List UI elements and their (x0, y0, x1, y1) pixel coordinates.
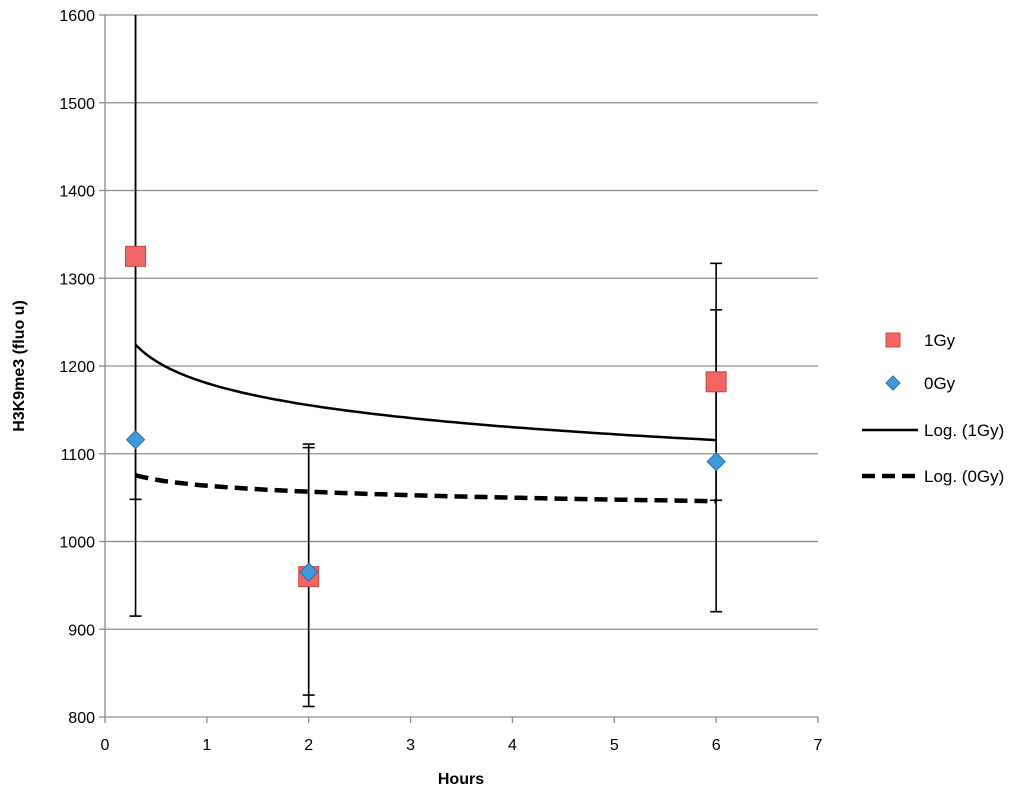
x-axis-title: Hours (438, 771, 484, 788)
axis-layer: 800 900 1000 1100 1200 1300 1400 1500 1600 0 1 2 3 4 5… (59, 8, 822, 754)
point-0gy-2 (706, 451, 726, 472)
x-tick-label-6: 6 (712, 737, 721, 754)
x-tick-label-4: 4 (508, 737, 517, 754)
y-tick-label-1600: 1600 (59, 8, 95, 25)
y-tick-label-900: 900 (68, 622, 95, 639)
x-tick-label-3: 3 (406, 737, 415, 754)
point-0gy-1 (299, 562, 319, 582)
y-tick-label-1300: 1300 (59, 271, 95, 288)
trendline-1gy (134, 343, 717, 442)
marker-layer (125, 245, 727, 588)
legend-label-0gy: 0Gy (924, 374, 956, 393)
x-tick-label-1: 1 (202, 737, 211, 754)
legend-label-log-1gy: Log. (1Gy) (924, 421, 1004, 440)
trendline-layer (134, 343, 717, 504)
legend-label-log-0gy: Log. (0Gy) (924, 467, 1004, 486)
y-tick-label-1100: 1100 (61, 447, 96, 464)
legend-marker-0gy (885, 375, 901, 391)
y-tick-label-1000: 1000 (59, 535, 95, 552)
legend: 1Gy 0Gy Log. (1Gy) Log. (0Gy) (862, 331, 1004, 486)
error-bar-layer (129, 15, 723, 708)
legend-marker-1gy (885, 332, 901, 348)
x-tick-label-7: 7 (814, 737, 823, 754)
point-0gy-0 (125, 430, 146, 450)
x-tick-label-5: 5 (610, 737, 619, 754)
point-1gy-0 (125, 245, 147, 267)
trendline-0gy (135, 473, 717, 504)
grid-layer (105, 14, 818, 630)
y-tick-label-1500: 1500 (59, 96, 95, 113)
legend-label-1gy: 1Gy (924, 331, 956, 350)
point-1gy-2 (705, 371, 727, 393)
y-tick-label-1200: 1200 (59, 359, 95, 376)
y-tick-label-800: 800 (68, 710, 95, 727)
x-tick-label-0: 0 (101, 737, 110, 754)
y-tick-label-1400: 1400 (59, 184, 95, 201)
y-axis-title: H3K9me3 (fluo u) (11, 300, 28, 432)
x-tick-label-2: 2 (304, 737, 313, 754)
